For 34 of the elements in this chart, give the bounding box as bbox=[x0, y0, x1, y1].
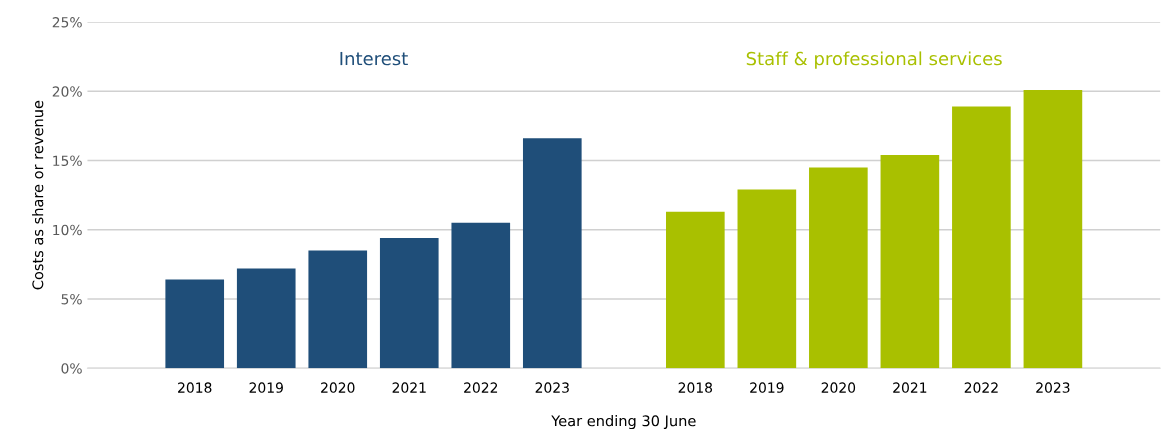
bar bbox=[737, 189, 797, 369]
x-tick-label: 2018 bbox=[678, 382, 713, 393]
bar bbox=[666, 211, 725, 369]
bar bbox=[809, 167, 868, 369]
y-tick-label: 15% bbox=[53, 155, 82, 166]
bar bbox=[236, 268, 296, 369]
bar bbox=[1023, 89, 1083, 369]
x-tick-label: 2018 bbox=[178, 382, 212, 393]
x-tick-label: 2022 bbox=[464, 382, 498, 393]
bar bbox=[451, 222, 511, 369]
bar bbox=[165, 279, 225, 369]
x-tick-label: 2023 bbox=[535, 382, 569, 393]
y-tick-label: 25% bbox=[52, 17, 82, 28]
y-tick-label: 20% bbox=[52, 86, 82, 97]
x-tick-label: 2019 bbox=[750, 382, 784, 393]
x-tick-label: 2021 bbox=[893, 382, 927, 393]
text: Interest bbox=[340, 51, 408, 66]
bar bbox=[952, 106, 1011, 369]
x-tick-label: 2023 bbox=[1036, 382, 1070, 393]
y-axis-title: Costs as share or revenue bbox=[32, 100, 44, 290]
x-axis-title: Year ending 30 June bbox=[551, 415, 696, 430]
bar bbox=[522, 138, 582, 369]
series-label: Staff & professional services bbox=[746, 51, 1002, 69]
x-tick-label: 2021 bbox=[392, 382, 426, 393]
x-tick-label: 2022 bbox=[964, 382, 998, 393]
y-tick-label: 10% bbox=[53, 224, 82, 236]
bar bbox=[379, 238, 439, 369]
y-tick-label: 5% bbox=[61, 293, 82, 305]
x-tick-label: 2019 bbox=[249, 382, 283, 393]
bar bbox=[880, 154, 940, 369]
x-tick-label: 2020 bbox=[821, 382, 856, 393]
y-tick-label: 0% bbox=[61, 363, 82, 374]
bar bbox=[308, 250, 368, 369]
x-tick-label: 2020 bbox=[321, 382, 355, 393]
